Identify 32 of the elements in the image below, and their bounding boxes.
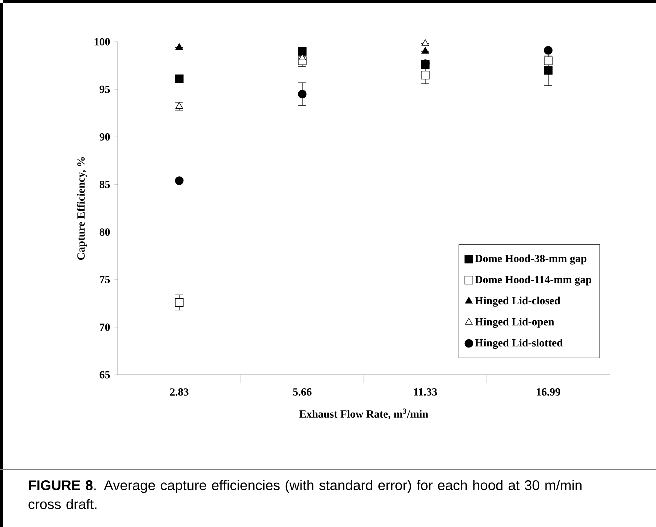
y-tick-label: 75 bbox=[100, 276, 110, 284]
y-tick-label: 80 bbox=[100, 228, 110, 236]
y-tick-label: 95 bbox=[100, 86, 110, 94]
legend-label: Dome Hood-114-mm gap bbox=[475, 276, 592, 286]
legend-label: Hinged Lid-slotted bbox=[475, 339, 563, 350]
point bbox=[298, 54, 306, 60]
point bbox=[422, 40, 430, 46]
y-tick-label: 100 bbox=[94, 38, 110, 46]
y-axis-title: Capture Efficiency, % bbox=[77, 157, 88, 260]
point bbox=[544, 46, 553, 55]
x-tick-label: 11.33 bbox=[414, 388, 438, 396]
x-tick-label: 16.99 bbox=[537, 388, 560, 396]
point bbox=[544, 56, 553, 66]
point bbox=[298, 90, 307, 99]
x-tick-label: 2.83 bbox=[170, 388, 189, 396]
point bbox=[422, 47, 430, 54]
y-tick-label: 90 bbox=[100, 133, 110, 141]
y-tick-label: 65 bbox=[100, 371, 110, 379]
point bbox=[176, 43, 184, 50]
x-tick-label: 5.66 bbox=[293, 388, 312, 396]
x-axis-title: Exhaust Flow Rate, m$^{3}$/min bbox=[300, 408, 428, 420]
legend-label: Hinged Lid-open bbox=[475, 318, 554, 328]
point bbox=[175, 298, 184, 307]
point bbox=[175, 74, 184, 84]
point bbox=[175, 176, 184, 186]
point bbox=[544, 66, 553, 75]
legend-label: Hinged Lid-closed bbox=[475, 296, 561, 307]
y-tick-label: 85 bbox=[100, 181, 110, 188]
text: FIGURE 8. Average capture efficiencies (with standard error) for each hood at 30 m/min cross draft. bbox=[28, 480, 582, 510]
y-tick-label: 70 bbox=[100, 324, 110, 332]
legend-label: Dome Hood-38-mm gap bbox=[475, 254, 587, 265]
point bbox=[421, 71, 430, 80]
